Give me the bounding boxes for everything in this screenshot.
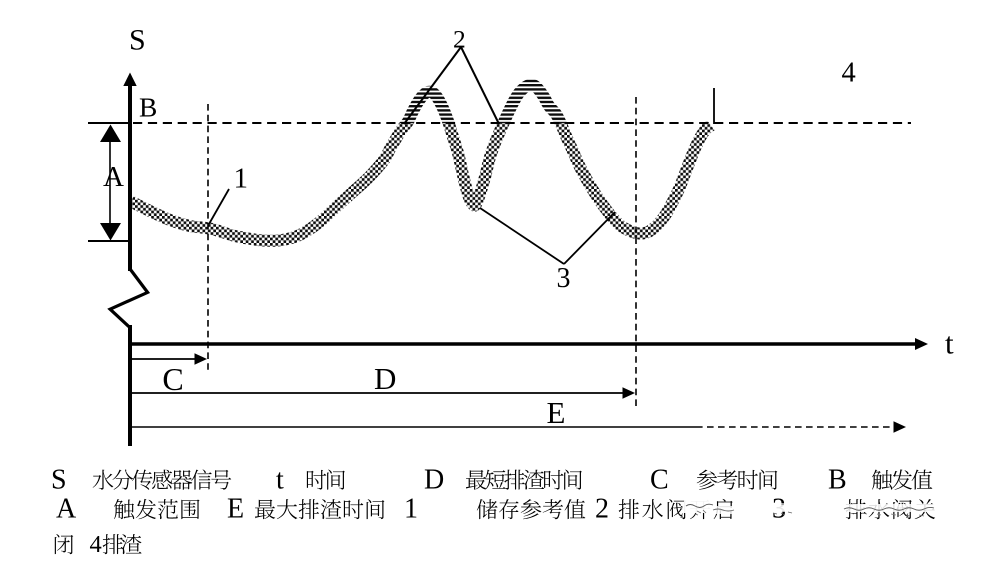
- svg-text:C: C: [162, 361, 183, 397]
- svg-text:A: A: [103, 161, 124, 193]
- svg-text:2: 2: [595, 493, 609, 524]
- svg-text:S: S: [51, 464, 67, 495]
- svg-text:S: S: [129, 23, 146, 56]
- svg-text:D: D: [424, 464, 444, 495]
- svg-text:B: B: [828, 464, 847, 495]
- svg-text:1: 1: [234, 163, 249, 195]
- svg-text:E: E: [227, 493, 244, 524]
- svg-text:3: 3: [557, 263, 571, 294]
- svg-text:2: 2: [453, 24, 466, 53]
- svg-text:1: 1: [404, 493, 418, 524]
- svg-text:t: t: [276, 464, 284, 495]
- svg-text:4: 4: [90, 531, 102, 558]
- svg-text:D: D: [374, 361, 396, 396]
- svg-text:A: A: [56, 493, 77, 524]
- svg-text:B: B: [139, 92, 157, 123]
- svg-text:t: t: [945, 326, 954, 361]
- svg-text:E: E: [547, 395, 566, 430]
- svg-text:4: 4: [842, 58, 856, 89]
- svg-text:C: C: [650, 464, 669, 495]
